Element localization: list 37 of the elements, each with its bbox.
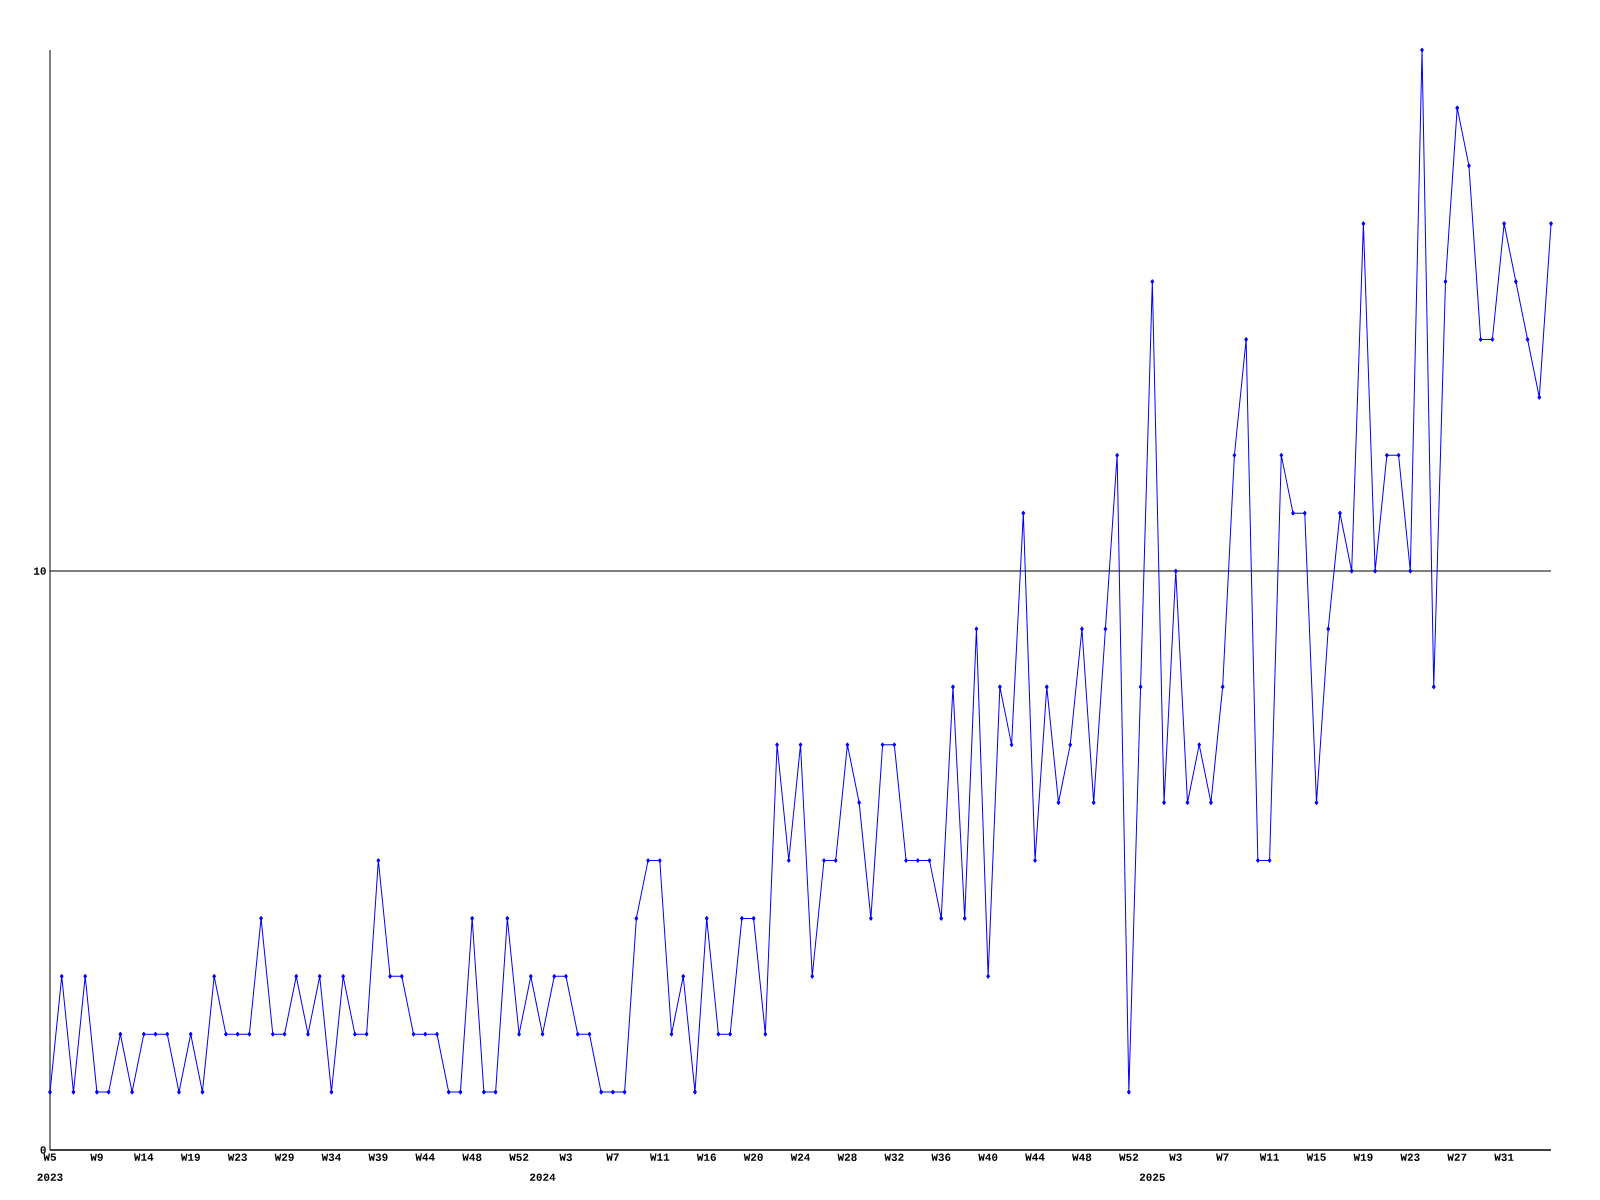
x-tick-label: W39 (368, 1153, 388, 1161)
x-tick-label: W15 (1306, 1153, 1326, 1161)
x-tick-label: W7 (1216, 1153, 1229, 1161)
x-tick-label: W48 (1072, 1153, 1092, 1161)
x-tick-label: W14 (133, 1153, 154, 1161)
x-tick-label: W52 (1119, 1153, 1139, 1161)
text: 2023 (37, 1173, 63, 1181)
x-tick-label: W23 (1400, 1153, 1420, 1161)
x-tick-label: W5 (43, 1153, 56, 1161)
x-tick-label: W9 (90, 1153, 103, 1161)
y-tick-label: 0 (40, 1146, 46, 1154)
x-tick-label: W40 (978, 1153, 998, 1161)
x-tick-label: W16 (696, 1153, 716, 1161)
x-tick-label: W3 (559, 1153, 572, 1161)
x-tick-label: W44 (1025, 1153, 1045, 1161)
x-tick-label: W28 (837, 1153, 857, 1161)
text: 2024 (530, 1173, 556, 1181)
x-tick-label: W32 (884, 1153, 904, 1161)
x-tick-label: W7 (606, 1153, 619, 1161)
x-tick-label: W11 (649, 1153, 670, 1161)
x-tick-label: W52 (509, 1153, 529, 1161)
x-tick-label: W29 (274, 1153, 294, 1161)
x-tick-label: W24 (790, 1153, 811, 1161)
text: 2025 (1139, 1173, 1165, 1181)
x-tick-label: W34 (321, 1153, 341, 1161)
x-tick-label: W19 (1353, 1153, 1373, 1161)
x-tick-label: W27 (1447, 1153, 1467, 1161)
y-tick-label: 10 (34, 567, 46, 575)
x-tick-label: W44 (415, 1153, 435, 1161)
x-tick-label: W11 (1259, 1153, 1279, 1161)
x-tick-label: W31 (1494, 1153, 1514, 1161)
x-tick-label: W48 (462, 1153, 482, 1161)
x-tick-label: W19 (180, 1153, 200, 1161)
x-tick-label: W23 (227, 1153, 247, 1161)
x-tick-label: W20 (743, 1153, 763, 1161)
x-tick-label: W3 (1169, 1153, 1182, 1161)
x-tick-label: W36 (931, 1153, 951, 1161)
